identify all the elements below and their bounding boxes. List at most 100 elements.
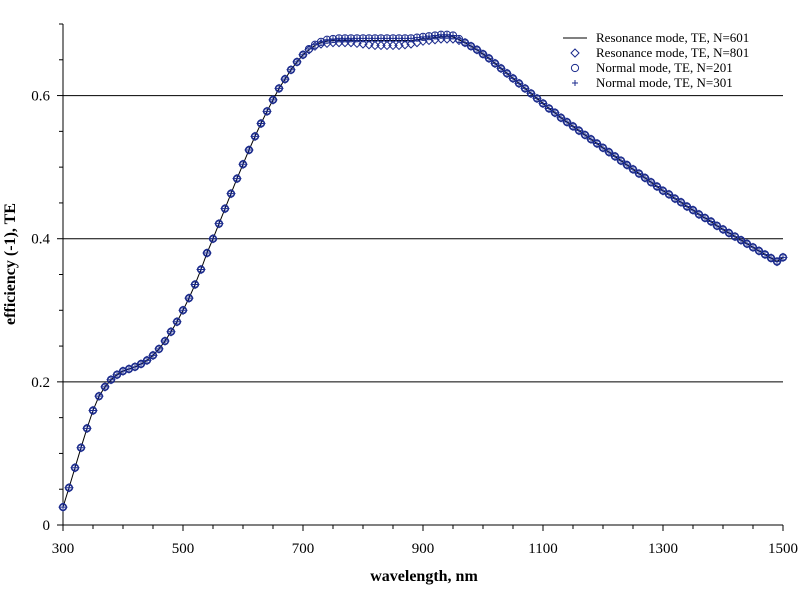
data-point-circle: [292, 57, 302, 67]
data-point-circle: [550, 108, 560, 117]
data-point-plus: [468, 43, 474, 50]
data-point-circle: [208, 234, 218, 243]
legend-entry-1: Resonance mode, TE, N=801: [570, 45, 749, 60]
data-point-plus: [174, 318, 180, 325]
data-point-plus: [78, 444, 84, 451]
data-point-plus: [426, 33, 432, 40]
data-point-plus: [198, 266, 204, 273]
series-line: [62, 35, 784, 508]
data-point-circle: [256, 119, 266, 128]
data-point-plus: [156, 345, 162, 352]
data-point-plus: [630, 166, 636, 173]
data-point-circle: [484, 54, 494, 63]
data-point-circle: [580, 130, 590, 140]
data-point-plus: [654, 183, 660, 190]
data-point-plus: [366, 35, 372, 42]
data-point-circle: [670, 194, 680, 203]
data-point-plus: [102, 383, 108, 390]
data-point-circle: [682, 202, 692, 211]
data-point-plus: [690, 207, 696, 214]
data-point-circle: [556, 113, 566, 122]
data-point-circle: [634, 169, 644, 178]
data-point-plus: [666, 191, 672, 198]
data-point-plus: [120, 368, 126, 375]
data-point-plus: [762, 251, 768, 258]
data-point-circle: [706, 217, 716, 226]
data-point-circle: [238, 160, 248, 169]
data-point-plus: [678, 199, 684, 206]
data-point-diamond: [388, 40, 398, 51]
data-point-plus: [702, 214, 708, 221]
data-point-circle: [760, 250, 770, 259]
legend-label: Resonance mode, TE, N=801: [596, 45, 749, 60]
data-point-plus: [336, 35, 342, 42]
data-point-circle: [748, 243, 758, 252]
data-point-plus: [210, 235, 216, 242]
data-point-circle: [640, 173, 650, 182]
y-tick-label: 0: [43, 518, 51, 534]
data-point-plus: [228, 190, 234, 197]
x-tick-label: 900: [412, 541, 435, 557]
data-point-circle: [562, 117, 572, 127]
data-point-plus: [492, 60, 498, 67]
data-point-circle: [502, 69, 512, 78]
data-point-plus: [60, 504, 66, 511]
data-point-circle: [586, 135, 596, 144]
data-point-circle: [766, 253, 776, 263]
series-0: [62, 35, 784, 508]
data-point-plus: [456, 36, 462, 43]
data-point-circle: [712, 221, 722, 230]
data-point-circle: [430, 31, 440, 40]
data-point-circle: [262, 107, 272, 116]
data-point-plus: [462, 39, 468, 46]
data-point-plus: [186, 295, 192, 302]
data-point-plus: [276, 85, 282, 92]
data-point-circle: [196, 265, 206, 274]
data-point-circle: [70, 463, 80, 472]
data-point-circle: [244, 145, 254, 155]
data-point-circle: [454, 34, 464, 44]
data-point-plus: [246, 146, 252, 153]
data-point-plus: [114, 371, 120, 378]
data-point-plus: [420, 33, 426, 40]
x-tick-label: 1500: [768, 541, 798, 557]
data-point-plus: [312, 41, 318, 48]
data-point-plus: [414, 34, 420, 41]
data-point-circle: [76, 443, 86, 452]
data-point-plus: [612, 153, 618, 160]
data-point-circle: [112, 370, 122, 379]
data-point-plus: [774, 258, 780, 265]
data-point-plus: [138, 360, 144, 367]
data-point-plus: [72, 464, 78, 471]
data-point-circle: [148, 351, 158, 360]
x-axis-label: wavelength, nm: [370, 568, 478, 585]
data-point-circle: [592, 139, 602, 148]
data-point-circle: [718, 225, 728, 234]
data-point-circle: [280, 75, 290, 84]
data-point-circle: [490, 59, 500, 68]
data-point-diamond: [364, 40, 374, 50]
series-3: [60, 31, 786, 511]
data-point-plus: [360, 35, 366, 42]
legend-entry-0: Resonance mode, TE, N=601: [563, 30, 749, 45]
data-point-circle: [496, 64, 506, 73]
data-point-circle: [622, 160, 632, 170]
data-point-circle: [274, 84, 284, 93]
data-point-circle: [184, 294, 194, 303]
data-point-diamond: [382, 40, 392, 51]
data-point-circle: [532, 94, 542, 103]
data-point-circle: [772, 257, 782, 266]
data-point-plus: [720, 226, 726, 233]
legend-label: Normal mode, TE, N=301: [596, 75, 733, 90]
data-point-circle: [574, 126, 584, 135]
series-1: [58, 34, 788, 512]
x-tick-label: 1100: [528, 541, 557, 557]
data-point-plus: [528, 90, 534, 97]
data-point-plus: [396, 35, 402, 42]
data-point-plus: [318, 38, 324, 45]
data-point-plus: [384, 35, 390, 42]
data-point-circle: [616, 156, 626, 165]
y-tick-label: 0.6: [31, 89, 50, 105]
